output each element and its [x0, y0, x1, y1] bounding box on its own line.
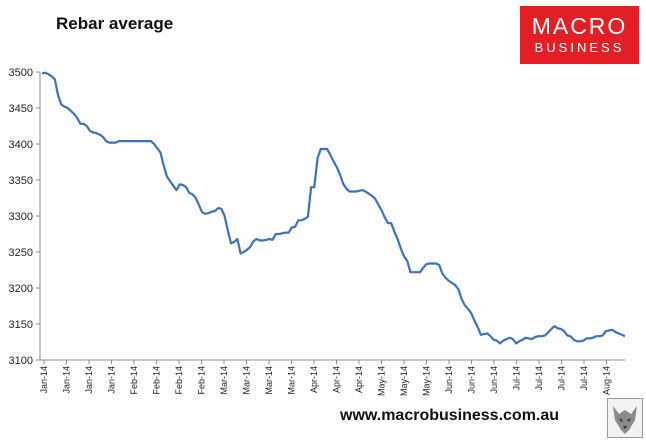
- y-tick-label: 3150: [9, 319, 33, 331]
- x-tick-label: Mar-14: [219, 366, 229, 395]
- y-tick-label: 3350: [9, 175, 33, 187]
- x-tick-label: Apr-14: [354, 366, 364, 393]
- x-tick-label: Jun-14: [489, 366, 499, 394]
- x-tick-label: Feb-14: [174, 366, 184, 395]
- x-tick-label: Feb-14: [197, 366, 207, 395]
- y-axis-ticks: 3100 3150 3200 3250 3300 3350 3400 3450 3500: [9, 67, 40, 367]
- chart-title: Rebar average: [56, 14, 174, 33]
- footer-url[interactable]: www.macrobusiness.com.au: [340, 407, 560, 424]
- x-tick-label: Jul-14: [579, 366, 589, 391]
- x-tick-label: Aug-14: [602, 366, 612, 395]
- logo-line-business: BUSINESS: [534, 40, 625, 55]
- x-tick-label: Feb-14: [129, 366, 139, 395]
- chart-axes: [39, 72, 625, 361]
- y-tick-label: 3450: [9, 103, 33, 115]
- x-tick-label: Jun-14: [444, 366, 454, 394]
- rebar-series-line: [41, 71, 626, 345]
- x-tick-label: May-14: [399, 366, 409, 396]
- x-tick-label: Mar-14: [264, 366, 274, 395]
- x-tick-label: Jan-14: [84, 366, 94, 394]
- y-tick-label: 3400: [9, 139, 33, 151]
- macrobusiness-logo[interactable]: MACRO BUSINESS: [520, 6, 639, 64]
- wolf-icon: [607, 398, 643, 438]
- x-tick-label: May-14: [422, 366, 432, 396]
- x-tick-label: Mar-14: [242, 366, 252, 395]
- y-tick-label: 3200: [9, 283, 33, 295]
- x-tick-label: Jun-14: [467, 366, 477, 394]
- x-tick-label: Jan-14: [39, 366, 49, 394]
- x-tick-label: Mar-14: [287, 366, 297, 395]
- x-tick-label: Jan-14: [62, 366, 72, 394]
- x-tick-label: Feb-14: [152, 366, 162, 395]
- chart-series: [41, 71, 626, 345]
- x-tick-label: Apr-14: [332, 366, 342, 393]
- x-tick-label: Jul-14: [557, 366, 567, 391]
- y-tick-label: 3250: [9, 247, 33, 259]
- y-tick-label: 3300: [9, 211, 33, 223]
- y-tick-label: 3500: [9, 67, 33, 79]
- logo-line-macro: MACRO: [531, 13, 628, 39]
- x-tick-label: Jul-14: [512, 366, 522, 391]
- x-tick-label: Apr-14: [309, 366, 319, 393]
- y-tick-label: 3100: [9, 355, 33, 367]
- x-tick-label: Jul-14: [534, 366, 544, 391]
- x-axis-ticks: Jan-14 Jan-14 Jan-14 Jan-14 Feb-14 Feb-14 Feb-…: [39, 360, 612, 396]
- x-tick-label: May-14: [377, 366, 387, 396]
- x-tick-label: Jan-14: [107, 366, 117, 394]
